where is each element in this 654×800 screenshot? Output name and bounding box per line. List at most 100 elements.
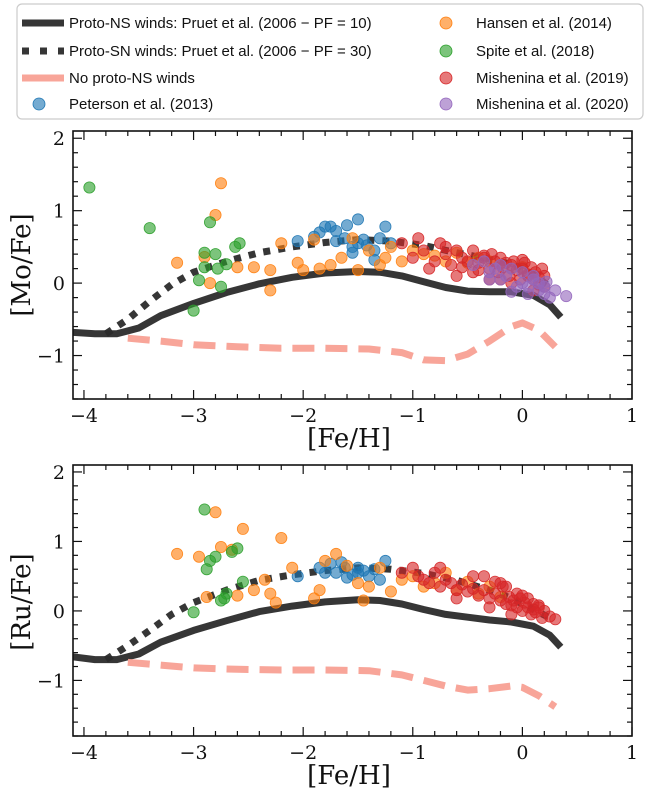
- mo-point: [445, 258, 458, 271]
- mo-line-dotted: [103, 236, 552, 337]
- mo-ytick-label: 2: [53, 128, 65, 150]
- mo-point: [373, 232, 386, 245]
- ru-point: [423, 577, 436, 590]
- mo-point: [264, 264, 277, 277]
- mo-point: [379, 251, 392, 264]
- ru-series-spite-et-al-2018: [187, 503, 249, 619]
- mo-point: [549, 284, 562, 297]
- mo-point: [417, 244, 430, 257]
- ru-xtick-label: −1: [399, 742, 427, 764]
- ru-point: [527, 603, 540, 616]
- ru-point: [198, 503, 211, 516]
- mo-point: [505, 262, 518, 275]
- legend-label: Peterson et al. (2013): [69, 96, 213, 113]
- legend-entry-proto-ns-winds-pruet-et-al-2006-pf-10: Proto-NS winds: Pruet et al. (2006 − PF …: [22, 15, 372, 32]
- ru-point: [313, 584, 326, 597]
- mo-xtick-label: −3: [180, 405, 208, 427]
- legend-label: Mishenina et al. (2019): [476, 70, 629, 87]
- ru-point: [467, 570, 480, 583]
- mo-point: [198, 246, 211, 259]
- mo-point: [324, 258, 337, 271]
- mo-point: [340, 219, 353, 232]
- mo-point: [346, 246, 359, 259]
- mo-point: [143, 222, 156, 235]
- mo-point: [351, 213, 364, 226]
- legend-entry-mishenina-et-al-2020: Mishenina et al. (2020): [439, 96, 629, 113]
- legend-marker: [439, 97, 453, 111]
- mo-point: [477, 255, 490, 268]
- ru-point: [351, 561, 364, 574]
- mo-point: [412, 232, 425, 245]
- ru-line-dashed: [127, 658, 558, 710]
- ru-point: [477, 570, 490, 583]
- ru-point: [319, 554, 332, 567]
- ru-point: [330, 547, 343, 560]
- mo-point: [516, 266, 529, 279]
- mo-point: [467, 244, 480, 257]
- mo-point: [214, 177, 227, 190]
- legend-marker: [439, 71, 453, 85]
- mo-point: [494, 258, 507, 271]
- mo-point: [330, 235, 343, 248]
- ru-point: [340, 559, 353, 572]
- ru-point: [209, 550, 222, 563]
- ru-xtick-label: −4: [70, 742, 98, 764]
- mo-line-dashed: [127, 319, 558, 365]
- mo-ytick-label: 1: [53, 201, 65, 223]
- ru-ytick-label: 1: [53, 531, 65, 553]
- ru-point: [187, 606, 200, 619]
- ru-xtick-label: −3: [180, 742, 208, 764]
- mo-point: [203, 277, 216, 290]
- mo-point: [203, 216, 216, 229]
- mo-point: [395, 237, 408, 250]
- mo-point: [346, 232, 359, 245]
- mo-ytick-label: −1: [37, 346, 65, 368]
- mo-point: [313, 262, 326, 275]
- ru-point: [362, 580, 375, 593]
- ru-point: [171, 547, 184, 560]
- ru-point: [373, 561, 386, 574]
- mo-point: [308, 233, 321, 246]
- ru-point: [200, 591, 213, 604]
- ru-axes-frame: [72, 464, 633, 737]
- mo-point: [214, 280, 227, 293]
- ru-point: [291, 570, 304, 583]
- ru-xtick-label: 1: [626, 742, 638, 764]
- ru-ytick-label: 0: [53, 601, 65, 623]
- ru-point: [247, 584, 260, 597]
- ru-series-mishenina-et-al-2019: [395, 561, 562, 626]
- legend-frame: [16, 3, 644, 120]
- ru-point: [236, 522, 249, 535]
- ru-point: [477, 584, 490, 597]
- legend-entry-no-proto-ns-winds: No proto-NS winds: [22, 70, 195, 87]
- mo-xtick-label: −2: [289, 405, 317, 427]
- legend-marker: [32, 97, 46, 111]
- legend-marker: [439, 44, 453, 58]
- mo-xtick-label: 0: [516, 405, 528, 427]
- ru-point: [258, 573, 271, 586]
- mo-point: [538, 287, 551, 300]
- ru-point: [286, 561, 299, 574]
- ru-panel: −4 −3 −2 −1 0 1 −1 0 1 2 [Ru/Fe] [Fe/H]: [7, 462, 638, 791]
- legend-entry-mishenina-et-al-2019: Mishenina et al. (2019): [439, 70, 629, 87]
- mo-xtick-label: −1: [399, 405, 427, 427]
- mo-series-spite-et-al-2018: [83, 181, 246, 317]
- mo-series-hansen-et-al-2014: [171, 177, 529, 297]
- legend-label: Mishenina et al. (2020): [476, 96, 629, 113]
- ru-point: [231, 589, 244, 602]
- legend-label: No proto-NS winds: [69, 70, 195, 87]
- ru-point: [269, 596, 282, 609]
- mo-point: [439, 240, 452, 253]
- mo-point: [362, 244, 375, 257]
- legend-entry-spite-et-al-2018: Spite et al. (2018): [439, 43, 594, 60]
- mo-xtick-label: 1: [626, 405, 638, 427]
- mo-point: [351, 264, 364, 277]
- mo-axes-frame: [72, 130, 633, 400]
- ru-point: [384, 585, 397, 598]
- ru-point: [494, 577, 507, 590]
- ru-point: [516, 589, 529, 602]
- mo-point: [171, 256, 184, 269]
- mo-point: [291, 235, 304, 248]
- legend-entry-peterson-et-al-2013: Peterson et al. (2013): [32, 96, 213, 113]
- mo-point: [247, 261, 260, 274]
